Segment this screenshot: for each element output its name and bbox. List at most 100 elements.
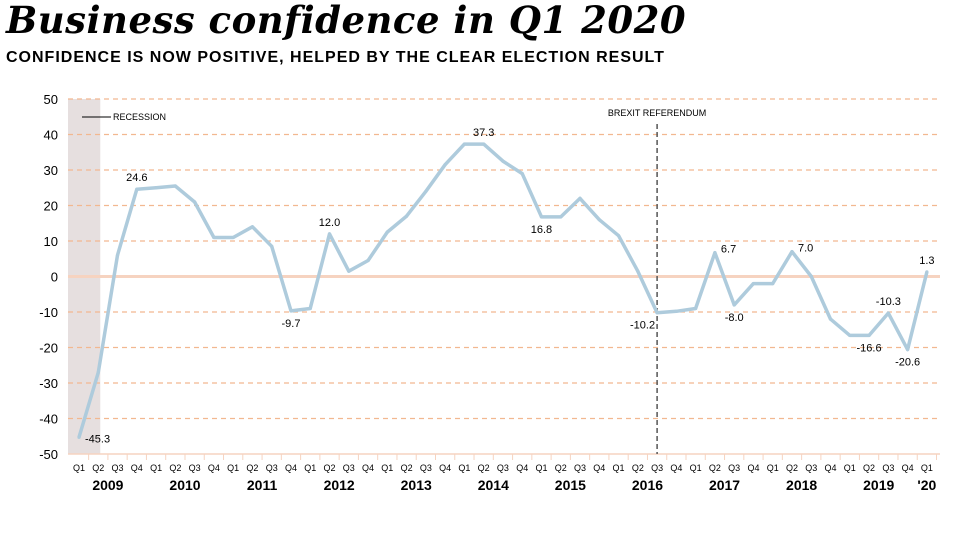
data-label: 16.8 [531,224,552,236]
x-quarter-label: Q4 [362,463,374,473]
x-year-label: 2015 [555,477,586,493]
data-point [771,282,775,286]
data-point [77,435,81,439]
x-quarter-label: Q4 [131,463,143,473]
data-point [828,317,833,321]
x-quarter-label: Q1 [921,463,933,473]
data-point [231,235,235,240]
data-point [212,235,216,240]
data-label: -45.3 [85,433,110,445]
x-quarter-label: Q3 [497,463,509,473]
x-quarter-label: Q4 [285,463,297,473]
data-label: -10.2 [630,320,655,332]
y-tick-label: -30 [39,376,58,391]
x-quarter-label: Q2 [169,463,181,473]
data-point [559,215,563,219]
y-tick-label: 30 [44,163,58,178]
data-point [867,333,871,338]
x-year-label: 2019 [863,477,894,493]
data-point [674,309,678,313]
x-quarter-label: Q3 [805,463,817,473]
y-tick-label: -40 [39,412,58,427]
x-quarter-label: Q4 [208,463,220,473]
x-quarter-label: Q1 [613,463,625,473]
data-point [366,258,370,263]
data-point [520,171,524,176]
data-point [347,269,351,273]
chart-subtitle: CONFIDENCE IS NOW POSITIVE, HELPED BY TH… [6,49,665,66]
x-year-label: 2010 [169,477,200,493]
y-tick-label: -50 [39,447,58,462]
x-year-label: 2014 [478,477,509,493]
data-point [848,333,852,338]
x-quarter-label: Q2 [92,463,104,473]
data-point [751,282,756,286]
series-line [77,142,929,438]
x-quarter-label: Q1 [227,463,239,473]
data-point [886,311,890,315]
data-point [597,218,601,222]
x-quarter-label: Q3 [189,463,201,473]
data-point [193,200,197,204]
x-quarter-label: Q1 [690,463,702,473]
x-quarter-label: Q4 [747,463,759,473]
data-point [925,270,929,274]
data-label: 37.3 [473,127,494,139]
data-point [96,370,100,374]
data-point [501,159,505,163]
x-quarter-label: Q4 [593,463,605,473]
data-point [462,142,466,146]
data-point [154,186,158,190]
x-year-label: 2009 [92,477,123,493]
data-point [327,232,332,236]
x-year-label: 2016 [632,477,663,493]
data-point [713,251,717,255]
data-label: -8.0 [725,312,744,324]
x-quarter-label: Q3 [343,463,355,473]
data-point [482,142,486,146]
x-quarter-label: Q2 [555,463,567,473]
y-tick-label: 20 [44,199,58,214]
x-quarter-label: Q3 [882,463,894,473]
data-point [424,189,428,193]
y-tick-label: 50 [44,92,58,107]
data-point [385,230,389,234]
data-point [289,309,293,313]
x-quarter-label: Q2 [632,463,644,473]
data-point [694,306,698,311]
x-quarter-label: Q3 [574,463,586,473]
x-quarter-label: Q4 [439,463,451,473]
x-quarter-label: Q2 [709,463,721,473]
x-quarter-label: Q4 [516,463,528,473]
x-quarter-label: Q1 [535,463,547,473]
data-label: 12.0 [319,217,340,229]
y-tick-label: -10 [39,305,58,320]
x-quarter-label: Q3 [112,463,124,473]
data-point [173,184,177,188]
data-point [443,163,447,167]
x-quarter-label: Q4 [825,463,837,473]
x-quarter-label: Q1 [304,463,316,473]
x-quarter-label: Q3 [266,463,278,473]
data-point [250,225,255,229]
x-quarter-label: Q3 [651,463,663,473]
recession-annotation: RECESSION [113,112,166,122]
x-year-label: '20 [917,477,936,493]
data-label: 24.6 [126,172,147,184]
x-quarter-label: Q1 [767,463,779,473]
x-quarter-label: Q2 [246,463,258,473]
data-label: -20.6 [895,357,920,369]
y-tick-label: 0 [51,270,58,285]
data-point [636,269,640,273]
data-point [404,214,409,218]
data-label: -9.7 [281,318,300,330]
data-point [732,303,736,307]
x-quarter-label: Q1 [381,463,393,473]
data-label: -16.6 [857,342,882,354]
x-quarter-label: Q2 [478,463,490,473]
x-quarter-label: Q3 [420,463,432,473]
data-point [578,196,582,200]
chart-title: Business confidence in Q1 2020 [6,0,687,42]
x-quarter-label: Q1 [844,463,856,473]
